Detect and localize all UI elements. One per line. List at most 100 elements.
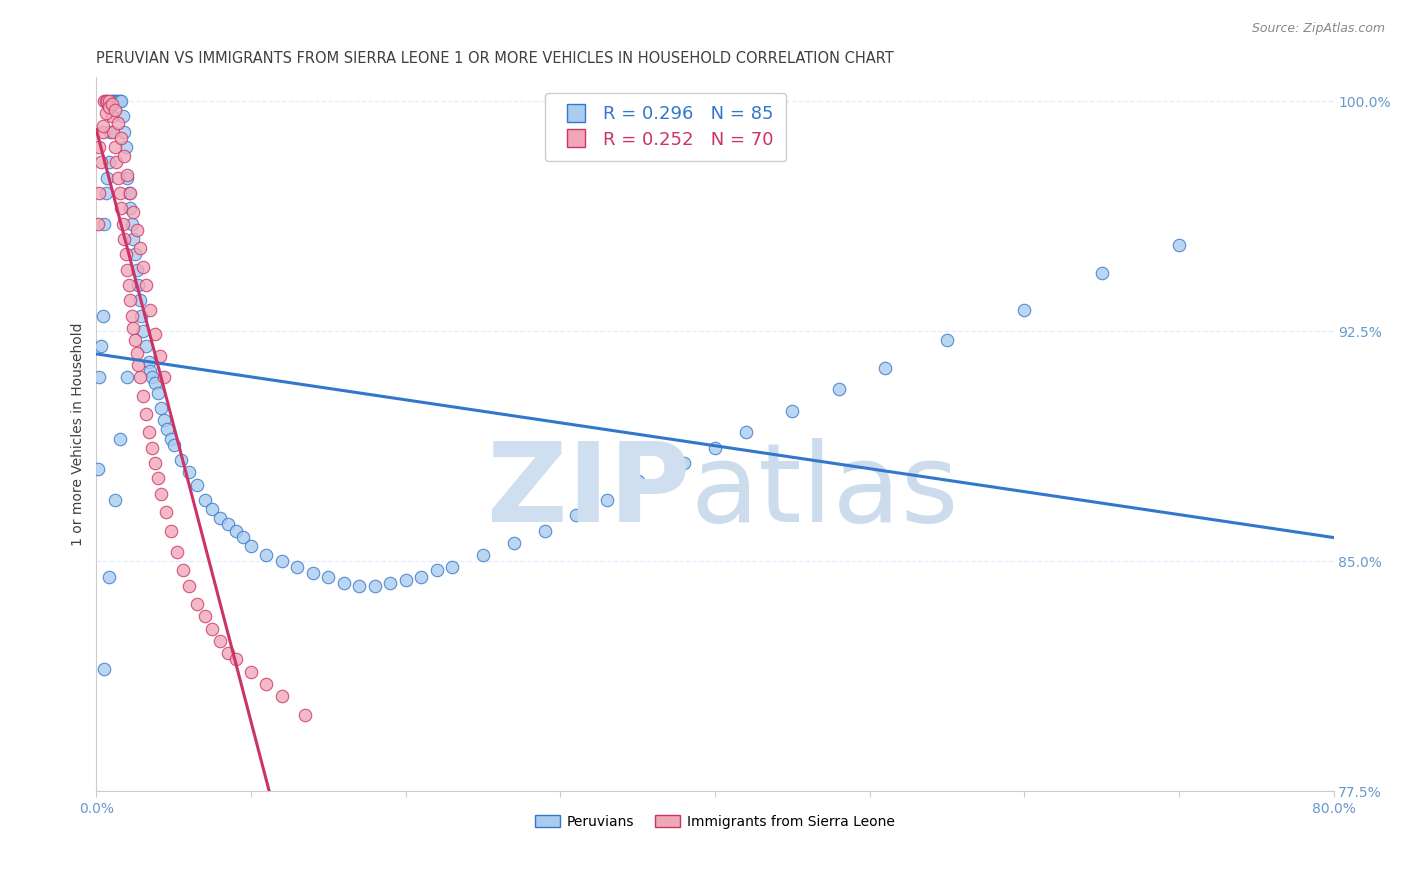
Point xyxy=(135,339,157,353)
Point xyxy=(114,140,136,154)
Point xyxy=(827,383,849,397)
Point xyxy=(107,94,129,108)
Point xyxy=(91,309,114,323)
Point xyxy=(166,545,188,559)
Point xyxy=(91,119,114,133)
Point xyxy=(287,560,309,574)
Point xyxy=(159,524,181,538)
Point xyxy=(148,471,170,485)
Point xyxy=(132,388,155,402)
Point xyxy=(194,492,217,507)
Point xyxy=(101,110,124,124)
Y-axis label: 1 or more Vehicles in Household: 1 or more Vehicles in Household xyxy=(72,322,86,546)
Point xyxy=(108,432,131,446)
Point xyxy=(179,579,201,593)
Point xyxy=(125,345,148,359)
Point xyxy=(256,677,278,691)
Point xyxy=(672,456,695,470)
Point xyxy=(172,563,194,577)
Point xyxy=(135,278,157,293)
Point xyxy=(294,707,316,722)
Point xyxy=(139,364,162,378)
Point xyxy=(129,309,152,323)
Point xyxy=(120,293,142,308)
Point xyxy=(122,321,145,335)
Point xyxy=(110,131,132,145)
Text: PERUVIAN VS IMMIGRANTS FROM SIERRA LEONE 1 OR MORE VEHICLES IN HOUSEHOLD CORRELA: PERUVIAN VS IMMIGRANTS FROM SIERRA LEONE… xyxy=(97,51,894,66)
Point xyxy=(150,487,173,501)
Point xyxy=(93,217,115,231)
Point xyxy=(105,155,128,169)
Point xyxy=(411,569,433,583)
Point xyxy=(240,665,263,679)
Point xyxy=(104,492,127,507)
Point xyxy=(132,260,155,274)
Point xyxy=(117,170,139,185)
Point xyxy=(138,425,160,440)
Point xyxy=(104,103,127,118)
Point xyxy=(128,293,150,308)
Point xyxy=(98,100,121,114)
Point xyxy=(734,425,756,440)
Point xyxy=(103,94,125,108)
Point xyxy=(780,404,803,418)
Point xyxy=(120,202,142,216)
Point xyxy=(503,536,526,550)
Point xyxy=(111,110,134,124)
Point xyxy=(96,94,118,108)
Point xyxy=(163,437,186,451)
Point xyxy=(217,646,239,660)
Point xyxy=(217,517,239,532)
Point xyxy=(121,217,143,231)
Point xyxy=(96,170,118,185)
Point xyxy=(122,232,145,246)
Point xyxy=(155,505,177,519)
Point xyxy=(128,370,150,384)
Point xyxy=(271,689,294,703)
Point xyxy=(97,155,120,169)
Point xyxy=(186,597,208,611)
Point xyxy=(101,94,124,108)
Point xyxy=(107,115,129,129)
Point xyxy=(108,94,131,108)
Point xyxy=(186,477,208,491)
Point xyxy=(240,539,263,553)
Point xyxy=(117,168,139,182)
Point xyxy=(153,413,176,427)
Point xyxy=(1167,238,1189,252)
Point xyxy=(333,575,356,590)
Text: atlas: atlas xyxy=(690,438,959,545)
Point xyxy=(114,247,136,261)
Point xyxy=(395,573,418,587)
Point xyxy=(143,327,166,342)
Point xyxy=(194,609,217,624)
Point xyxy=(256,548,278,562)
Point xyxy=(595,492,617,507)
Point xyxy=(209,634,232,648)
Point xyxy=(1090,266,1112,280)
Point xyxy=(110,202,132,216)
Point xyxy=(93,662,115,676)
Point xyxy=(104,94,127,108)
Point xyxy=(112,232,135,246)
Point xyxy=(101,97,124,112)
Point xyxy=(1012,302,1035,317)
Point xyxy=(143,376,166,391)
Point xyxy=(91,125,114,139)
Point xyxy=(441,560,464,574)
Point xyxy=(97,94,120,108)
Point xyxy=(104,140,127,154)
Point xyxy=(127,358,149,372)
Point xyxy=(364,579,387,593)
Point xyxy=(128,241,150,255)
Text: ZIP: ZIP xyxy=(486,438,690,545)
Point xyxy=(139,302,162,317)
Point xyxy=(112,125,135,139)
Point xyxy=(179,465,201,479)
Point xyxy=(125,262,148,277)
Point xyxy=(349,579,371,593)
Point xyxy=(201,622,224,636)
Point xyxy=(122,204,145,219)
Point xyxy=(626,475,648,489)
Point xyxy=(105,94,128,108)
